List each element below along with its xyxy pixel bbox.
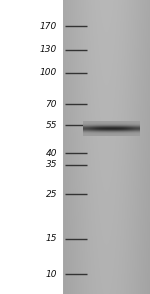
Text: 40: 40 <box>45 149 57 158</box>
Text: 55: 55 <box>45 121 57 130</box>
Bar <box>0 0 63 294</box>
Text: 70: 70 <box>45 100 57 108</box>
Text: 130: 130 <box>40 46 57 54</box>
Text: 25: 25 <box>45 190 57 199</box>
Text: 15: 15 <box>45 235 57 243</box>
Text: 100: 100 <box>40 69 57 77</box>
Text: 10: 10 <box>45 270 57 279</box>
Text: 170: 170 <box>40 22 57 31</box>
Text: 35: 35 <box>45 160 57 169</box>
